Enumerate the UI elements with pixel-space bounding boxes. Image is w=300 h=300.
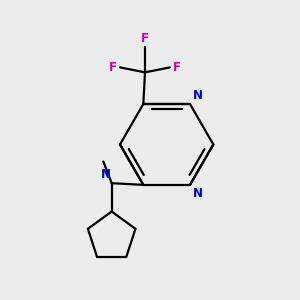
Text: N: N	[101, 167, 111, 181]
Text: N: N	[193, 89, 203, 102]
Text: F: F	[173, 61, 181, 74]
Text: F: F	[109, 61, 117, 74]
Text: F: F	[141, 32, 149, 45]
Text: N: N	[193, 187, 203, 200]
